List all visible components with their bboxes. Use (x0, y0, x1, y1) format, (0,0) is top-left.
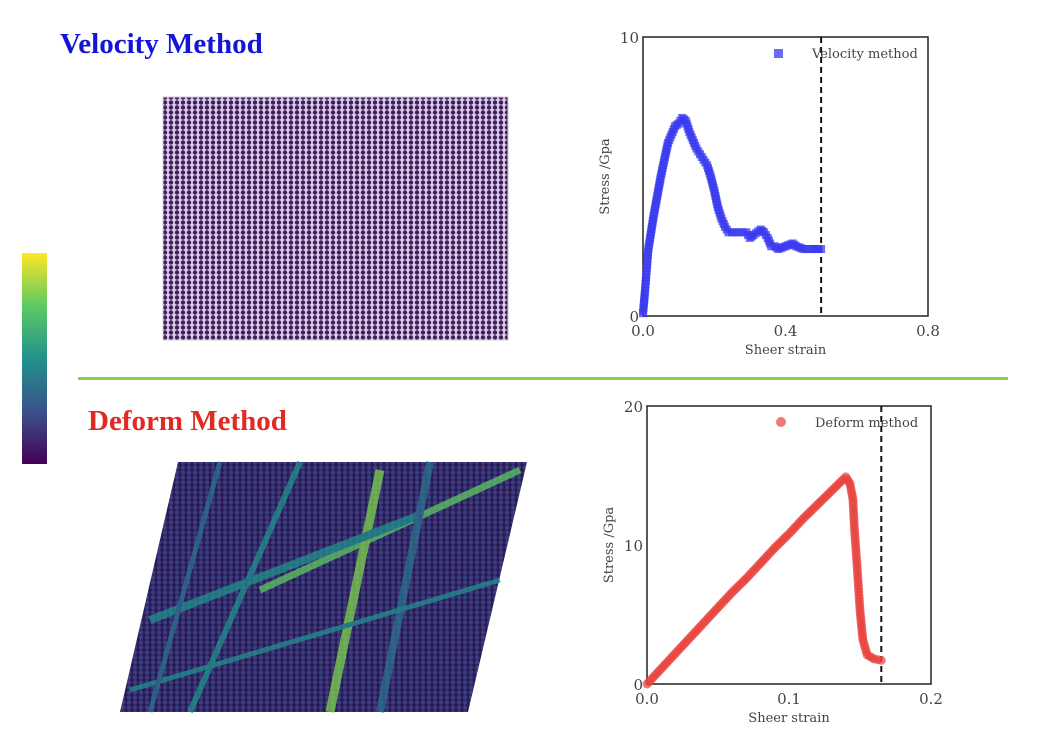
shear-band (148, 511, 422, 624)
x-tick-label: 0.4 (774, 322, 798, 340)
data-point (876, 655, 886, 665)
y-axis-label: Stress /Gpa (598, 138, 613, 215)
deform-lattice-image (120, 460, 527, 714)
deform-chart: 0.0 0.1 0.2 0 10 20 Sheer strain Stress /Gpa Def… (602, 398, 943, 726)
legend-marker (776, 417, 786, 427)
data-point (817, 245, 826, 254)
x-tick-label: 0.2 (919, 690, 943, 708)
shear-band (187, 460, 303, 714)
legend-label: Velocity method (811, 47, 918, 62)
deform-method-title: Deform Method (88, 405, 287, 437)
plot-frame (646, 405, 932, 685)
y-tick-label: 10 (624, 537, 643, 555)
x-tick-label: 0.0 (631, 322, 655, 340)
x-tick-label: 0.1 (777, 690, 801, 708)
y-tick-label: 20 (624, 398, 643, 416)
y-tick-label: 0 (633, 676, 643, 694)
shear-band (325, 469, 385, 713)
shear-band (376, 461, 434, 713)
velocity-chart: 0.0 0.4 0.8 0 10 Sheer strain Stress /Gpa Veloc… (598, 29, 940, 358)
x-axis-label: Sheer strain (745, 343, 827, 358)
y-axis-label: Stress /Gpa (602, 507, 617, 584)
divider (78, 377, 1008, 380)
legend-marker (774, 49, 783, 58)
velocity-method-title: Velocity Method (60, 28, 263, 60)
y-tick-label: 10 (620, 29, 639, 47)
colorbar (22, 253, 47, 464)
plot-frame (642, 36, 929, 317)
shear-band (147, 461, 223, 713)
x-tick-label: 0.0 (635, 690, 659, 708)
shear-band (129, 577, 501, 693)
x-tick-label: 0.8 (916, 322, 940, 340)
y-tick-label: 0 (629, 308, 639, 326)
legend-label: Deform method (815, 416, 918, 431)
velocity-lattice-image (162, 96, 509, 341)
x-axis-label: Sheer strain (748, 711, 830, 726)
